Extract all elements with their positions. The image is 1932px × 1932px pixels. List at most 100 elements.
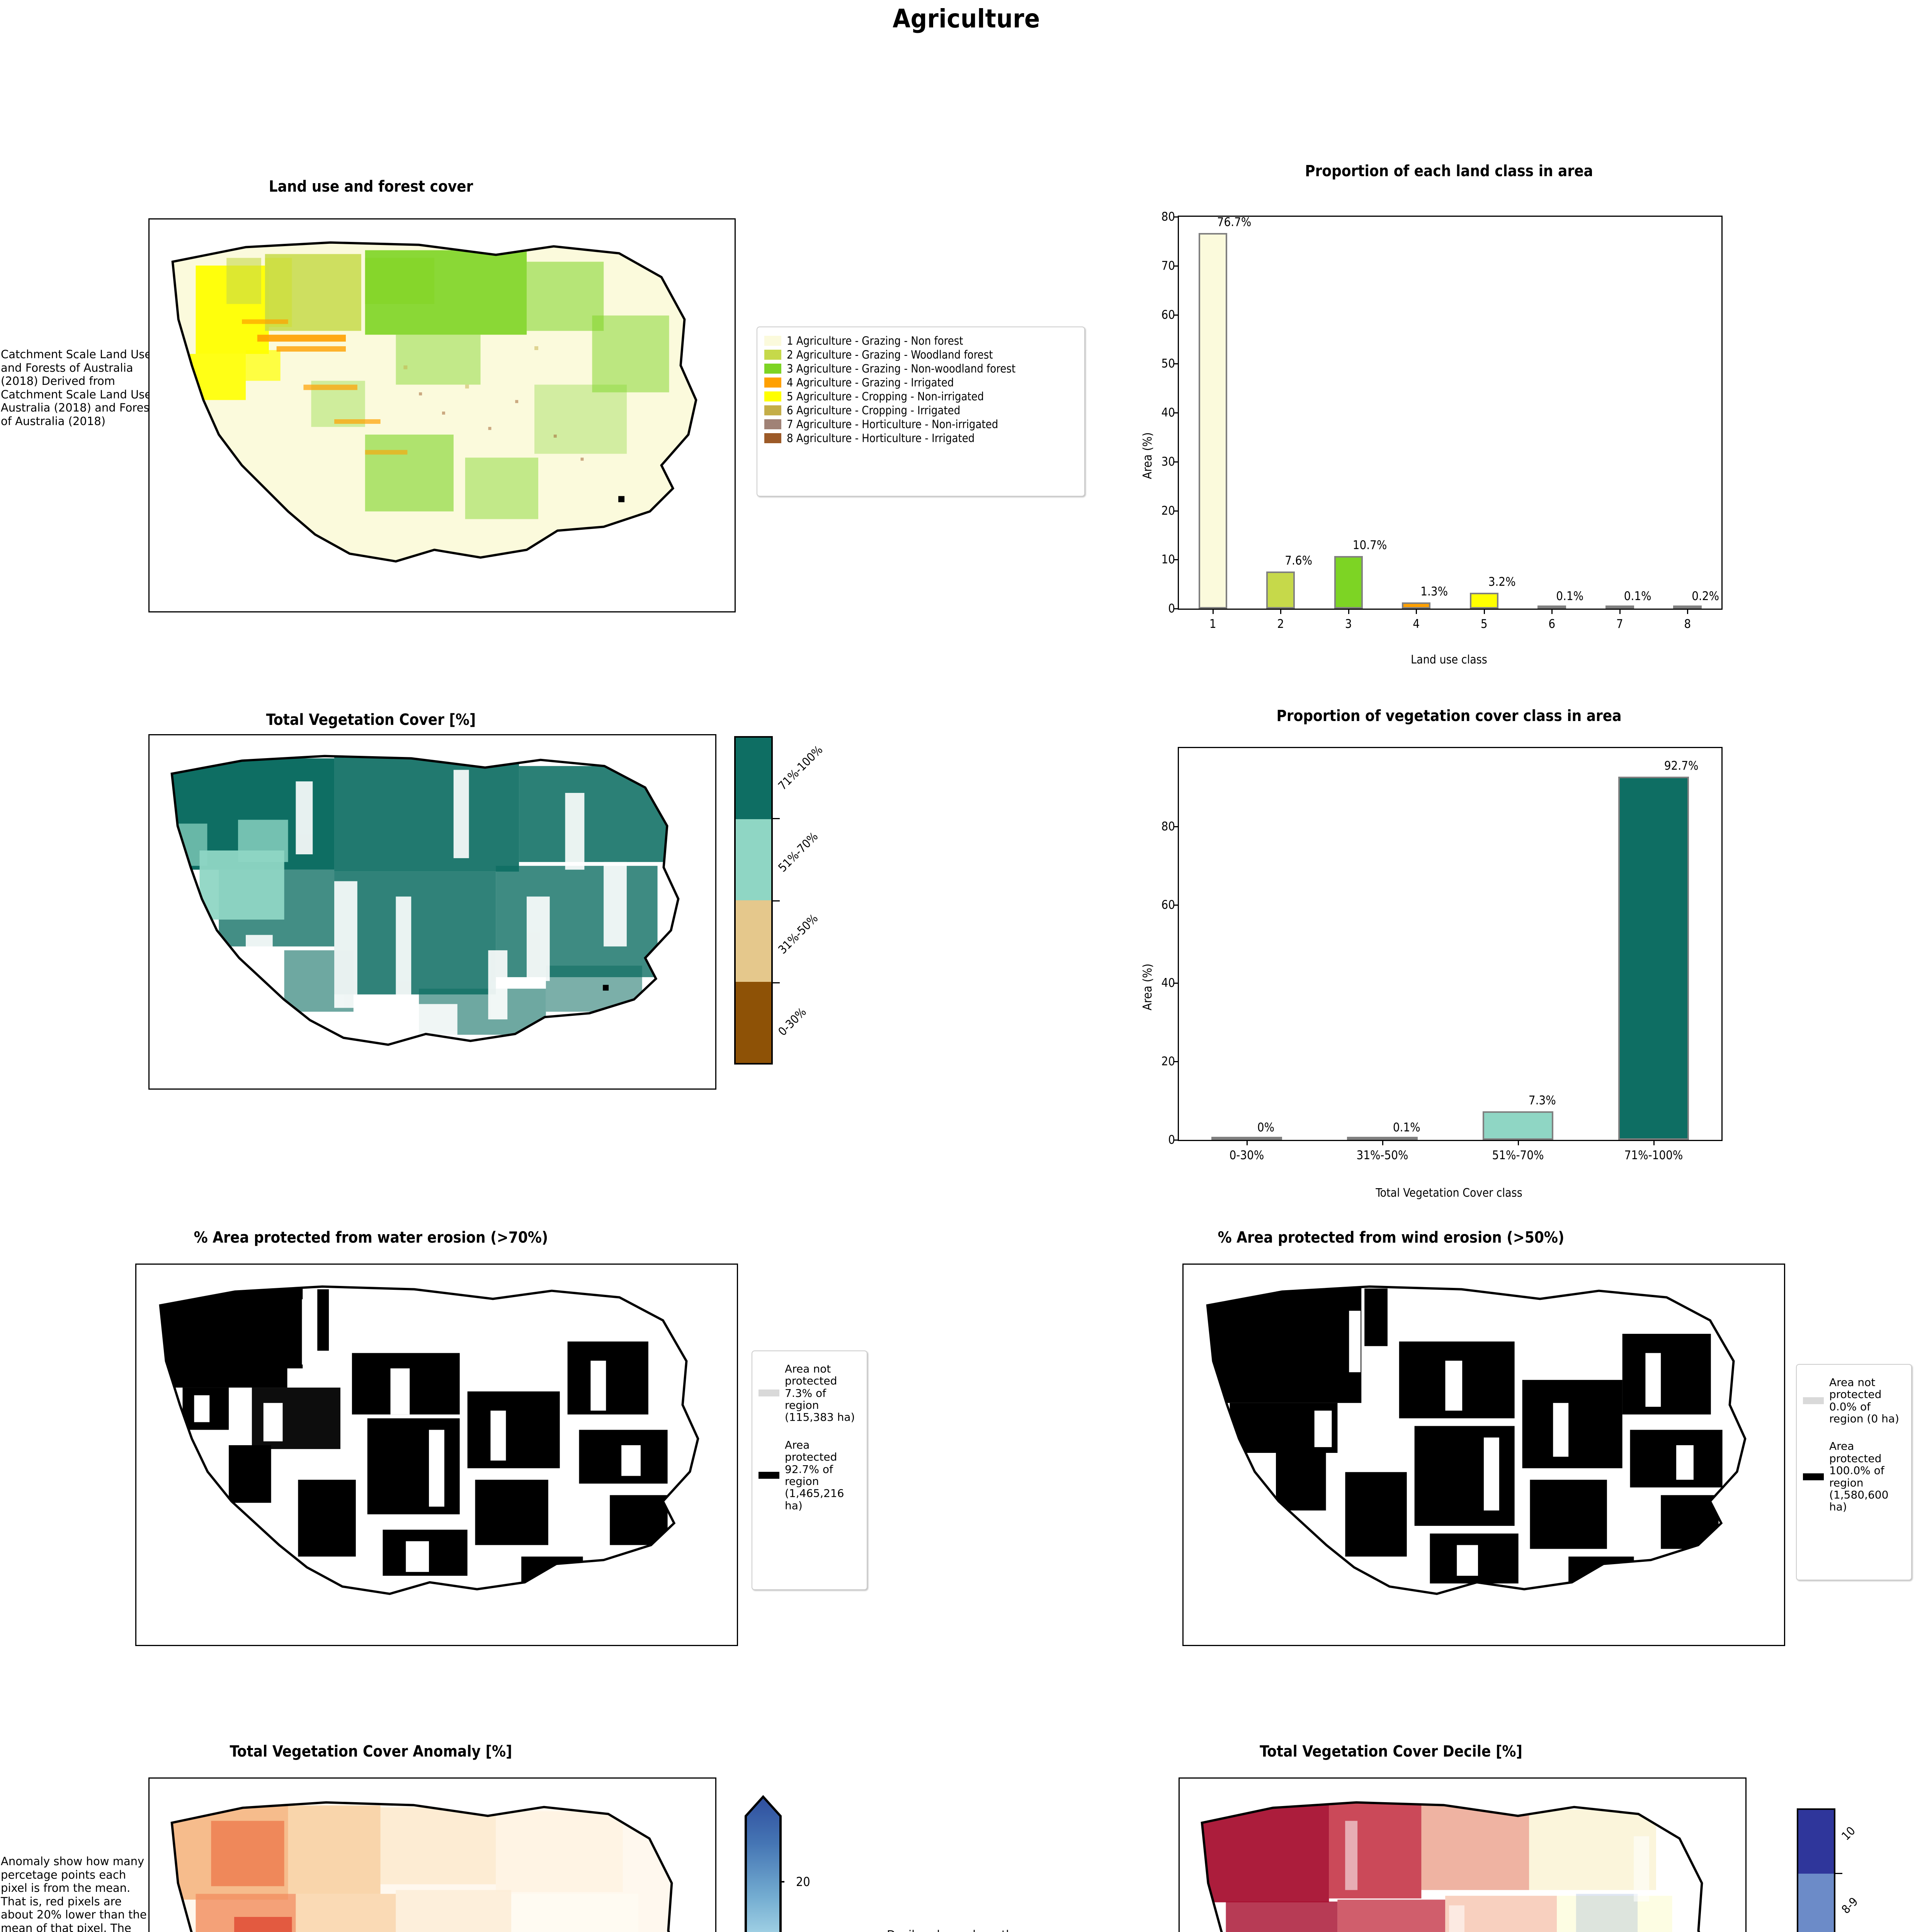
decile-label-10: 10 [1839,1824,1858,1843]
bar-value-label: 92.7% [1664,759,1699,773]
legend-label-4: 4 Agriculture - Grazing - Irrigated [787,376,954,389]
bar[interactable] [1483,1111,1553,1140]
land-class-plot-area: 0 10 20 30 40 50 60 70 80 76.7% 1 7.6% 2 10.7% 3 1.3% 4 3… [1162,210,1723,631]
bar[interactable] [1673,605,1702,609]
bar[interactable] [1198,233,1227,609]
y-axis-tick: 10 [1161,553,1175,567]
bar-value-label: 10.7% [1352,538,1387,553]
decile-map-note: Deciles show where the pixel value lies … [887,1928,1041,1932]
y-axis-tickmark [1173,314,1179,316]
colorbar-tick [773,818,780,819]
x-axis-tick: 8 [1684,617,1691,631]
y-axis-tick: 80 [1161,819,1175,833]
x-axis-tickmark [1619,609,1621,614]
bar[interactable] [1402,602,1431,609]
legend-label-protected: Area protected 100.0% of region (1,580,6… [1829,1440,1889,1514]
y-axis-tickmark [1173,608,1179,609]
bar[interactable] [1618,777,1689,1140]
x-axis-tick: 71%-100% [1624,1148,1683,1162]
bar[interactable] [1211,1137,1282,1140]
legend-swatch-7 [764,419,781,429]
bar[interactable] [1266,571,1295,609]
x-axis-tick: 2 [1277,617,1284,631]
colorbar-tick [773,982,780,983]
veg-cover-map-title: Total Vegetation Cover [%] [266,711,476,729]
colorbar-tick [773,900,780,901]
bar[interactable] [1469,593,1498,609]
wind-erosion-map-title: % Area protected from wind erosion (>50%… [1218,1229,1565,1247]
y-axis-tick: 40 [1161,406,1175,420]
legend-swatch-not-protected [1803,1397,1824,1404]
bar-value-label: 76.7% [1217,215,1252,229]
legend-item-not-protected: Area not protected 0.0% of region (0 ha) [1803,1376,1905,1425]
land-use-map-note: Catchment Scale Land Use and Forests of … [1,348,166,428]
decile-map[interactable] [1179,1777,1747,1932]
bar-value-label: 0.1% [1556,589,1584,603]
decile-label-8-9: 8-9 [1839,1895,1861,1917]
veg-cover-map-graphic [170,755,680,1046]
y-axis-tickmark [1173,1061,1179,1063]
anomaly-colorbar [745,1795,784,1932]
x-axis-tickmark [1416,609,1417,614]
bar-value-label: 0.1% [1393,1121,1420,1134]
decile-map-title: Total Vegetation Cover Decile [%] [1260,1743,1522,1760]
colorbar-tick [1835,1873,1842,1874]
water-erosion-legend: Area not protected 7.3% of region (115,3… [752,1350,867,1590]
colorbar-label-0-30: 0-30% [776,1005,809,1039]
y-axis-tick: 0 [1168,1133,1175,1147]
legend-swatch-protected [759,1471,779,1479]
wind-erosion-map[interactable] [1182,1264,1785,1646]
bar[interactable] [1347,1137,1418,1140]
anomaly-map-graphic [170,1801,683,1932]
colorbar-label-71-100: 71%-100% [776,743,826,793]
bar-value-label: 7.3% [1528,1093,1556,1107]
colorbar-segment-8-9 [1798,1874,1834,1932]
y-axis-tick: 60 [1161,308,1175,322]
bar[interactable] [1537,605,1566,609]
y-axis-tickmark [1173,461,1179,463]
legend-label-not-protected: Area not protected 0.0% of region (0 ha) [1829,1376,1899,1425]
y-axis-tickmark [1173,826,1179,827]
x-axis-tickmark [1653,1140,1655,1145]
anomaly-tick-20: 20 [796,1874,810,1889]
x-axis-tick: 7 [1616,617,1623,631]
y-axis-tick: 20 [1161,1054,1175,1069]
legend-label-2: 2 Agriculture - Grazing - Woodland fores… [787,348,993,361]
legend-item: 1 Agriculture - Grazing - Non forest [764,334,1077,347]
x-axis-tickmark [1246,1140,1248,1145]
bar[interactable] [1605,605,1634,609]
y-axis-tick: 50 [1161,357,1175,371]
y-axis-tickmark [1173,1139,1179,1141]
legend-swatch-1 [764,336,781,346]
veg-cover-map[interactable] [148,734,716,1090]
land-use-map[interactable] [148,218,736,612]
bar[interactable] [1334,556,1363,609]
y-axis-tick: 20 [1161,503,1175,518]
veg-cover-colorbar [734,736,773,1065]
land-class-chart-xlabel: Land use class [1411,653,1487,667]
y-axis-tick: 60 [1161,898,1175,912]
legend-swatch-2 [764,350,781,360]
decile-map-graphic [1201,1801,1713,1932]
bar-value-label: 0% [1257,1121,1275,1134]
legend-item-not-protected: Area not protected 7.3% of region (115,3… [759,1363,861,1423]
veg-class-plot-area: 0 20 40 60 80 0% 0-30% 0.1% 31%-50% 7.3% 51%-70% 92… [1162,747,1723,1162]
y-axis-tickmark [1173,265,1179,267]
legend-item: 7 Agriculture - Horticulture - Non-irrig… [764,418,1077,431]
anomaly-map[interactable] [148,1777,716,1932]
colorbar-segment-71-100 [736,738,771,819]
legend-label-3: 3 Agriculture - Grazing - Non-woodland f… [787,362,1016,375]
legend-item-protected: Area protected 100.0% of region (1,580,6… [1803,1440,1905,1513]
legend-item-protected: Area protected 92.7% of region (1,465,21… [759,1439,861,1512]
legend-swatch-8 [764,433,781,443]
colorbar-label-31-50: 31%-50% [776,912,821,957]
land-use-legend: 1 Agriculture - Grazing - Non forest 2 A… [757,327,1085,497]
legend-item: 3 Agriculture - Grazing - Non-woodland f… [764,362,1077,375]
colorbar-segment-0-30 [736,981,771,1063]
veg-class-chart: Area (%) 0 20 40 60 80 0% 0-30% 0.1% 31%-50% 7.3%… [1121,740,1777,1177]
water-erosion-map[interactable] [135,1264,738,1646]
y-axis-tick: 40 [1161,976,1175,990]
y-axis-tick: 80 [1161,210,1175,224]
legend-swatch-4 [764,378,781,388]
legend-label-5: 5 Agriculture - Cropping - Non-irrigated [787,390,984,403]
